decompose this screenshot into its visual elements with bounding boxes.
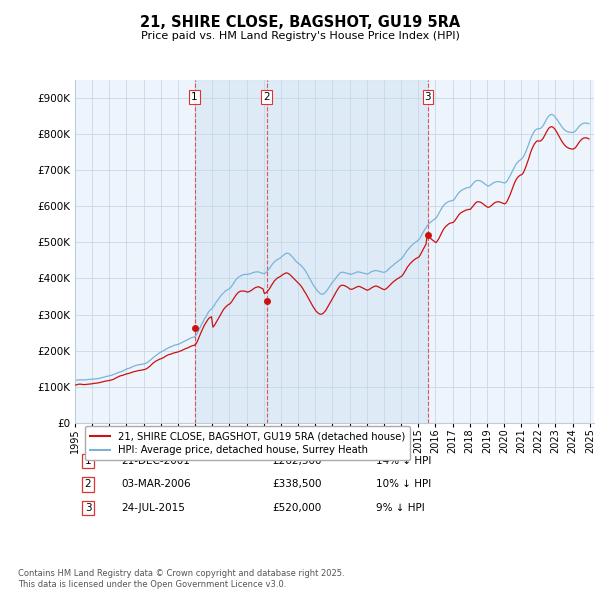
Text: Contains HM Land Registry data © Crown copyright and database right 2025.
This d: Contains HM Land Registry data © Crown c… (18, 569, 344, 589)
Text: 1: 1 (85, 456, 91, 466)
Text: 9% ↓ HPI: 9% ↓ HPI (376, 503, 425, 513)
Text: Price paid vs. HM Land Registry's House Price Index (HPI): Price paid vs. HM Land Registry's House … (140, 31, 460, 41)
Text: 24-JUL-2015: 24-JUL-2015 (122, 503, 185, 513)
Text: 21-DEC-2001: 21-DEC-2001 (122, 456, 191, 466)
Text: £262,500: £262,500 (272, 456, 322, 466)
Bar (266, 80, 428, 423)
Text: 3: 3 (424, 91, 431, 101)
Text: 3: 3 (85, 503, 91, 513)
Text: 21, SHIRE CLOSE, BAGSHOT, GU19 5RA: 21, SHIRE CLOSE, BAGSHOT, GU19 5RA (140, 15, 460, 30)
Text: £520,000: £520,000 (272, 503, 322, 513)
Text: 1: 1 (191, 91, 198, 101)
Bar (194, 80, 266, 423)
Legend: 21, SHIRE CLOSE, BAGSHOT, GU19 5RA (detached house), HPI: Average price, detache: 21, SHIRE CLOSE, BAGSHOT, GU19 5RA (deta… (85, 426, 410, 460)
Text: 14% ↓ HPI: 14% ↓ HPI (376, 456, 431, 466)
Text: 2: 2 (263, 91, 270, 101)
Text: 2: 2 (85, 480, 91, 489)
Text: 03-MAR-2006: 03-MAR-2006 (122, 480, 191, 489)
Text: 10% ↓ HPI: 10% ↓ HPI (376, 480, 431, 489)
Text: £338,500: £338,500 (272, 480, 322, 489)
